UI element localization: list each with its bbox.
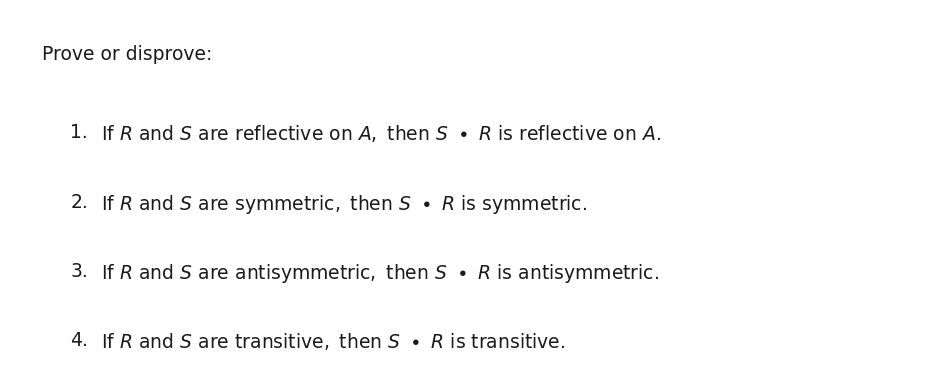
Text: 1.: 1. [70,123,88,142]
Text: 3.: 3. [70,262,88,281]
Text: 4.: 4. [70,331,88,350]
Text: $\mathrm{If\ }R\mathrm{\ and\ }S\mathrm{\ are\ antisymmetric,\ then\ }S\mathrm{\: $\mathrm{If\ }R\mathrm{\ and\ }S\mathrm{… [101,262,659,285]
Text: Prove or disprove:: Prove or disprove: [42,45,212,64]
Text: 2.: 2. [70,193,88,212]
Text: $\mathrm{If\ }R\mathrm{\ and\ }S\mathrm{\ are\ symmetric,\ then\ }S\mathrm{\ \bu: $\mathrm{If\ }R\mathrm{\ and\ }S\mathrm{… [101,193,587,215]
Text: $\mathrm{If\ }R\mathrm{\ and\ }S\mathrm{\ are\ transitive,\ then\ }S\mathrm{\ \b: $\mathrm{If\ }R\mathrm{\ and\ }S\mathrm{… [101,331,565,352]
Text: $\mathrm{If\ }R\mathrm{\ and\ }S\mathrm{\ are\ reflective\ on\ }A\mathrm{,\ then: $\mathrm{If\ }R\mathrm{\ and\ }S\mathrm{… [101,123,661,144]
